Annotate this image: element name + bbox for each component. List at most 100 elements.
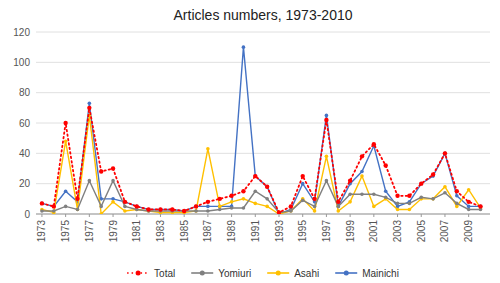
x-tick-label: 1973 (36, 220, 47, 243)
point (182, 209, 186, 213)
x-tick-label: 2009 (463, 220, 474, 243)
grid-line (36, 214, 490, 215)
x-tick-label: 1997 (321, 220, 332, 243)
x-tick-label: 1993 (274, 220, 285, 243)
y-tick-label: 100 (13, 57, 30, 68)
point (230, 200, 234, 204)
legend-item: Asahi (267, 268, 319, 279)
point (348, 200, 352, 204)
chart: Articles numbers, 1973-2010 0 20 40 60 80 100 1… (0, 0, 500, 283)
point (479, 205, 483, 209)
point (396, 208, 400, 212)
y-tick-label: 80 (19, 87, 31, 98)
point (64, 139, 68, 143)
x-tick-label: 2001 (368, 220, 379, 243)
point (99, 212, 103, 214)
point (277, 211, 281, 214)
point (206, 200, 210, 204)
x-tick (326, 214, 327, 217)
x-tick-label: 1989 (226, 220, 237, 243)
point (360, 170, 364, 174)
legend-marker (276, 271, 281, 276)
point (64, 205, 68, 209)
x-tick-label: 1995 (297, 220, 308, 243)
point (241, 189, 245, 193)
point (313, 209, 317, 213)
point (384, 189, 388, 193)
point (253, 174, 257, 178)
grid-line (36, 153, 490, 154)
point (194, 209, 198, 213)
grid-line (36, 62, 490, 63)
point (111, 200, 115, 204)
x-tick (279, 214, 280, 217)
point (467, 208, 471, 212)
legend-item: Yomiuri (191, 268, 251, 279)
point (265, 185, 269, 189)
point (348, 178, 352, 182)
point (396, 202, 400, 206)
x-tick (184, 214, 185, 217)
point (242, 206, 246, 210)
x-tick-label: 1987 (202, 220, 213, 243)
point (395, 194, 399, 198)
point (466, 200, 470, 204)
grid-line (36, 32, 490, 33)
point (407, 194, 411, 198)
plot-area (40, 45, 483, 214)
point (206, 147, 210, 151)
legend-label: Mainichi (362, 268, 399, 279)
y-tick-label: 40 (19, 148, 31, 159)
grid-line (36, 92, 490, 93)
point (265, 197, 269, 201)
series-line (42, 115, 481, 214)
point (455, 189, 459, 193)
series-line (42, 108, 481, 213)
legend-marker (136, 271, 141, 276)
point (360, 154, 364, 158)
point (408, 202, 412, 206)
legend-label: Total (154, 268, 175, 279)
series (40, 179, 482, 214)
point (182, 209, 186, 213)
point (443, 152, 447, 156)
point (478, 204, 482, 208)
point (88, 179, 92, 183)
title: Articles numbers, 1973-2010 (174, 7, 353, 23)
point (408, 208, 412, 212)
point (123, 209, 127, 213)
point (301, 174, 305, 178)
point (419, 181, 423, 185)
x-tick (65, 214, 66, 217)
point (431, 197, 435, 201)
y-tick-label: 60 (19, 118, 31, 129)
point (372, 192, 376, 196)
x-tick-label: 1991 (250, 220, 261, 243)
point (229, 194, 233, 198)
point (372, 205, 376, 209)
x-tick (421, 214, 422, 217)
point (111, 166, 115, 170)
legend-item: Mainichi (335, 268, 399, 279)
x-tick-label: 1981 (131, 220, 142, 243)
point (348, 192, 352, 196)
point (111, 179, 115, 183)
point (40, 209, 44, 213)
point (336, 209, 340, 213)
x-tick-label: 1979 (108, 220, 119, 243)
x-tick (207, 214, 208, 217)
point (218, 208, 222, 212)
point (146, 207, 150, 211)
y-tick-label: 0 (24, 209, 30, 220)
point (52, 209, 56, 213)
y-tick-label: 20 (19, 178, 31, 189)
point (88, 101, 92, 105)
x-tick (444, 214, 445, 217)
y-tick-label: 120 (13, 27, 30, 38)
legend-label: Yomiuri (218, 268, 251, 279)
x-axis-line (36, 214, 490, 215)
point (171, 208, 175, 212)
point (467, 188, 471, 192)
point (325, 155, 329, 159)
point (135, 205, 139, 209)
